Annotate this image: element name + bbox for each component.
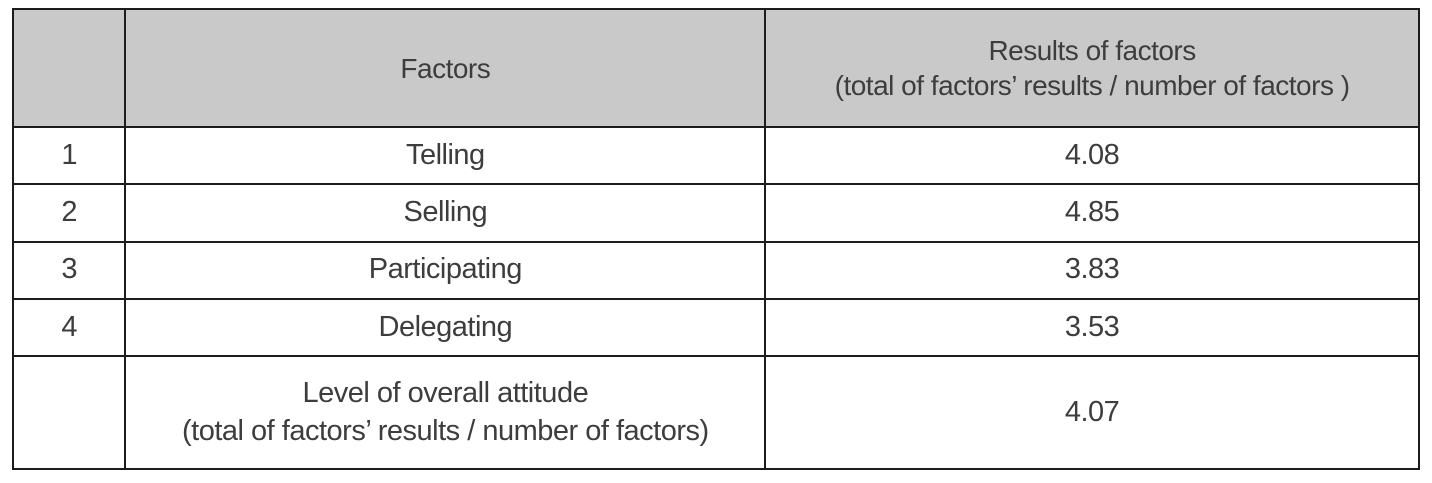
summary-row: Level of overall attitude (total of fact… xyxy=(11,355,1420,470)
table-row: 3 Participating 3.83 xyxy=(11,240,1420,300)
summary-label-line1: Level of overall attitude xyxy=(302,376,589,409)
table-header-row: Factors Results of factors (total of fac… xyxy=(11,8,1420,128)
header-results-line2: (total of factors’ results / number of f… xyxy=(834,70,1350,101)
factor-name-cell: Delegating xyxy=(124,297,767,358)
header-cell-results: Results of factors (total of factors’ re… xyxy=(764,8,1420,128)
header-results-line1: Results of factors xyxy=(988,35,1196,66)
table-row: 1 Telling 4.08 xyxy=(11,125,1420,186)
header-cell-index xyxy=(11,8,127,128)
factors-results-table: Factors Results of factors (total of fac… xyxy=(11,8,1420,470)
table-row: 2 Selling 4.85 xyxy=(11,183,1420,243)
summary-result-cell: 4.07 xyxy=(764,355,1420,470)
table-row: 4 Delegating 3.53 xyxy=(11,297,1420,358)
factor-name-cell: Selling xyxy=(124,183,767,243)
factor-result-cell: 3.83 xyxy=(764,240,1420,300)
summary-label-cell: Level of overall attitude (total of fact… xyxy=(124,355,767,470)
row-number-cell: 3 xyxy=(11,240,127,300)
factor-name-cell: Participating xyxy=(124,240,767,300)
header-cell-factors: Factors xyxy=(124,8,767,128)
factor-result-cell: 4.85 xyxy=(764,183,1420,243)
row-number-cell: 1 xyxy=(11,125,127,186)
summary-number-cell xyxy=(11,355,127,470)
factor-result-cell: 4.08 xyxy=(764,125,1420,186)
factor-result-cell: 3.53 xyxy=(764,297,1420,358)
factor-name-cell: Telling xyxy=(124,125,767,186)
summary-label-line2: (total of factors’ results / number of f… xyxy=(182,414,709,447)
row-number-cell: 2 xyxy=(11,183,127,243)
row-number-cell: 4 xyxy=(11,297,127,358)
